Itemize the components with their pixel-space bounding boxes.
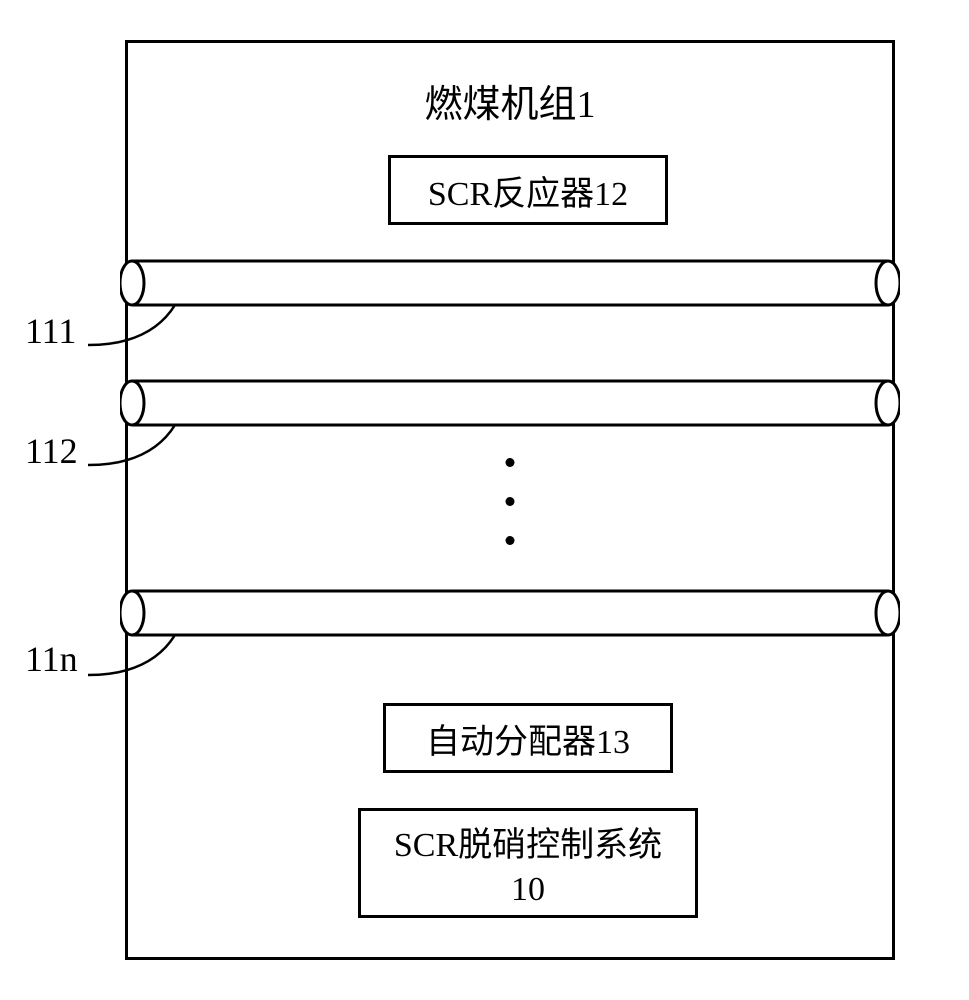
label-11n: 11n [25, 638, 78, 680]
diagram-title: 燃煤机组1 [424, 73, 595, 128]
leader-line-111 [80, 300, 200, 350]
pipe-11n [120, 588, 900, 638]
scr-reactor-box: SCR反应器12 [388, 155, 668, 225]
distributor-box: 自动分配器13 [383, 703, 673, 773]
label-112: 112 [25, 430, 78, 472]
outer-container: 燃煤机组1 SCR反应器12 [125, 40, 895, 960]
scr-reactor-label: SCR反应器12 [428, 166, 628, 215]
scr-control-box: SCR脱硝控制系统 10 [358, 808, 698, 918]
pipe-112 [120, 378, 900, 428]
dot [506, 458, 515, 467]
pipe-111 [120, 258, 900, 308]
leader-line-112 [80, 420, 200, 470]
label-111: 111 [25, 310, 76, 352]
dot [506, 497, 515, 506]
scr-control-label-line2: 10 [511, 871, 545, 909]
scr-control-label-line1: SCR脱硝控制系统 [394, 817, 662, 866]
distributor-label: 自动分配器13 [426, 714, 630, 763]
leader-line-11n [80, 630, 200, 680]
dot [506, 536, 515, 545]
ellipsis-dots [506, 458, 515, 545]
